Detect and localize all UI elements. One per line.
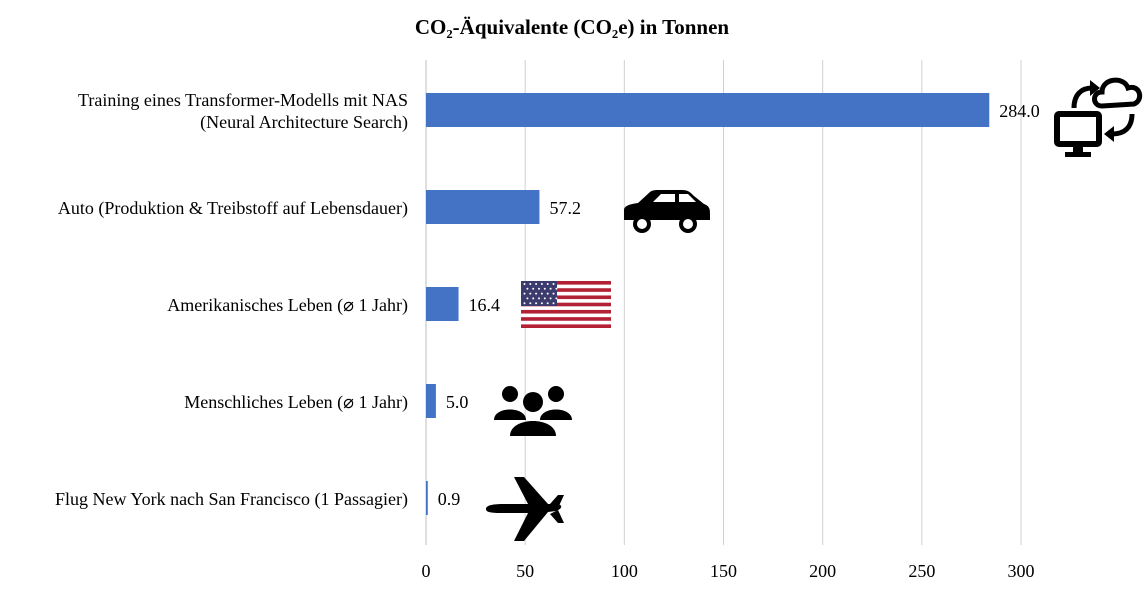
category-labels: Training eines Transformer-Modells mit N… — [55, 90, 408, 510]
data-label: 16.4 — [469, 295, 501, 315]
data-label: 0.9 — [438, 489, 461, 509]
category-label: Auto (Produktion & Treibstoff auf Lebens… — [58, 198, 408, 219]
data-label: 284.0 — [999, 101, 1039, 121]
x-tick-label: 100 — [611, 561, 638, 581]
category-label: (Neural Architecture Search) — [200, 112, 408, 133]
x-tick-label: 300 — [1008, 561, 1035, 581]
bar — [426, 190, 540, 224]
x-tick-label: 200 — [809, 561, 836, 581]
x-tick-label: 150 — [710, 561, 737, 581]
airplane-icon — [486, 477, 564, 541]
category-label: Training eines Transformer-Modells mit N… — [78, 90, 408, 110]
bar — [426, 481, 428, 515]
data-label: 57.2 — [549, 198, 581, 218]
value-labels: 284.0 57.2 16.4 5.0 0.9 — [438, 101, 1040, 509]
category-label: Menschliches Leben (⌀ 1 Jahr) — [184, 392, 408, 413]
people-icon — [494, 386, 572, 436]
bar — [426, 384, 436, 418]
car-icon — [624, 190, 710, 233]
us-flag-icon — [521, 281, 611, 328]
chart-title: CO₂-Äquivalente (CO₂e) in Tonnen — [415, 15, 730, 39]
x-tick-label: 50 — [516, 561, 534, 581]
bars — [426, 93, 990, 515]
cloud-computer-icon — [1054, 77, 1143, 157]
bar — [426, 93, 990, 127]
data-label: 5.0 — [446, 392, 469, 412]
x-tick-label: 250 — [908, 561, 935, 581]
category-label: Flug New York nach San Francisco (1 Pass… — [55, 489, 408, 510]
x-axis-ticks: 0 50 100 150 200 250 300 — [422, 561, 1035, 581]
bar — [426, 287, 459, 321]
category-label: Amerikanisches Leben (⌀ 1 Jahr) — [167, 295, 408, 316]
grid-lines — [425, 60, 1022, 545]
x-tick-label: 0 — [422, 561, 431, 581]
